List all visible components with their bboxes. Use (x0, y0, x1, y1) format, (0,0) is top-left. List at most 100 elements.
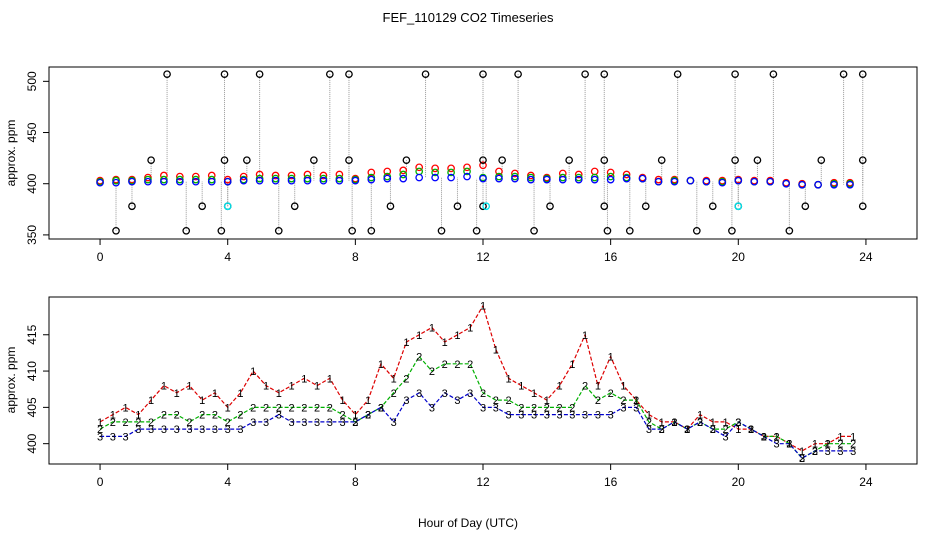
series-1-marker: 1 (110, 410, 116, 422)
series-1-point (447, 164, 455, 173)
series-1-marker: 1 (391, 373, 397, 385)
series-1-point (590, 167, 599, 176)
series-3-marker: 3 (722, 431, 728, 443)
bottom-marks: 1111111111111111111111111111111111111111… (97, 301, 856, 465)
series-1-marker: 1 (352, 410, 358, 422)
series-3-marker: 3 (199, 424, 205, 436)
series-2-marker: 2 (416, 352, 422, 364)
series-3-marker: 3 (263, 417, 269, 429)
y-tick-label: 450 (25, 122, 39, 142)
series-3-marker: 3 (276, 410, 282, 422)
series-3-point (622, 174, 631, 183)
series-3-point (542, 175, 551, 184)
series-1-marker: 1 (225, 402, 231, 414)
spikes-low-point (479, 202, 487, 211)
series-1-marker: 1 (684, 424, 690, 436)
series-2-marker: 2 (786, 439, 792, 451)
series-2-marker: 2 (761, 431, 767, 443)
series-3-marker: 3 (786, 439, 792, 451)
series-1-marker: 1 (710, 417, 716, 429)
series-3-point (223, 177, 232, 186)
spikes-high-point (479, 70, 487, 79)
series-2-marker: 2 (123, 417, 129, 429)
series-3-point (399, 174, 408, 183)
series-3-marker: 3 (314, 417, 320, 429)
series-1-marker: 1 (123, 402, 129, 414)
series-3-marker: 3 (799, 453, 805, 465)
spikes-low-point (801, 202, 810, 211)
x-tick-label: 0 (97, 250, 104, 264)
series-3-marker: 3 (135, 424, 141, 436)
series-1-point (622, 170, 631, 179)
series-3-marker: 3 (416, 388, 422, 400)
series-1-marker: 1 (403, 337, 409, 349)
series-1-marker: 1 (505, 373, 511, 385)
series-3-marker: 3 (250, 417, 256, 429)
series-1-marker: 1 (327, 373, 333, 385)
series-3-point (686, 176, 695, 185)
spikes-low-point (386, 202, 395, 211)
top-marks (96, 70, 867, 235)
cyan-points-point (734, 202, 743, 211)
top-y-axis-label: approx. ppm (4, 120, 18, 187)
series-1-point (239, 172, 248, 181)
series-1-marker: 1 (493, 344, 499, 356)
series-3-point (718, 178, 727, 187)
spikes-low-point (112, 226, 120, 235)
series-2-marker: 2 (301, 402, 307, 414)
series-3-marker: 3 (378, 402, 384, 414)
series-1-marker: 1 (276, 388, 282, 400)
series-2-point (447, 168, 455, 177)
spikes-low-point (692, 226, 701, 235)
series-3-marker: 3 (646, 424, 652, 436)
spikes-low-point (274, 226, 283, 235)
series-2-marker: 2 (225, 417, 231, 429)
series-2-marker: 2 (161, 410, 167, 422)
x-tick-label: 4 (224, 250, 231, 264)
series-3-marker: 3 (748, 424, 754, 436)
series-3-marker: 3 (288, 417, 294, 429)
series-1-marker: 1 (186, 381, 192, 393)
series-3-marker: 3 (710, 424, 716, 436)
series-3-point (144, 177, 152, 186)
spikes-mid-point (565, 156, 574, 165)
series-1-marker: 1 (748, 424, 754, 436)
series-2-line (99, 355, 854, 459)
x-tick-label: 20 (732, 250, 746, 264)
spikes-mid-point (243, 156, 251, 165)
series-2-marker: 2 (135, 417, 141, 429)
series-3-point (191, 177, 200, 186)
series-3-marker: 3 (97, 431, 103, 443)
series-2-marker: 2 (110, 417, 116, 429)
series-1-point (415, 163, 424, 172)
series-3-marker: 3 (544, 410, 550, 422)
series-3-marker: 3 (582, 410, 588, 422)
series-3-marker: 3 (174, 424, 180, 436)
series-1-marker: 1 (774, 431, 780, 443)
series-1-marker: 1 (646, 410, 652, 422)
series-1-marker: 1 (416, 330, 422, 342)
series-3-marker: 3 (237, 424, 243, 436)
series-3-point (495, 174, 503, 183)
x-tick-label: 20 (732, 475, 746, 489)
y-tick-label: 405 (25, 397, 39, 417)
series-3-point (160, 177, 168, 186)
series-1-marker: 1 (671, 417, 677, 429)
series-3-marker: 3 (186, 424, 192, 436)
series-1-marker: 1 (161, 381, 167, 393)
spikes-low-point (128, 202, 136, 211)
spikes-high-point (421, 70, 430, 79)
spikes-low-point (785, 226, 794, 235)
series-3-point (303, 176, 312, 185)
y-tick-label: 350 (25, 225, 39, 245)
series-2-marker: 2 (352, 417, 358, 429)
series-3-marker: 3 (761, 431, 767, 443)
series-1-marker: 1 (250, 366, 256, 378)
series-3-point (798, 180, 806, 189)
series-1-point (479, 161, 487, 170)
spikes-high-point (255, 70, 264, 79)
series-2-marker: 2 (186, 417, 192, 429)
series-1-marker: 1 (786, 439, 792, 451)
series-2-marker: 2 (518, 402, 524, 414)
series-3-marker: 3 (352, 417, 358, 429)
